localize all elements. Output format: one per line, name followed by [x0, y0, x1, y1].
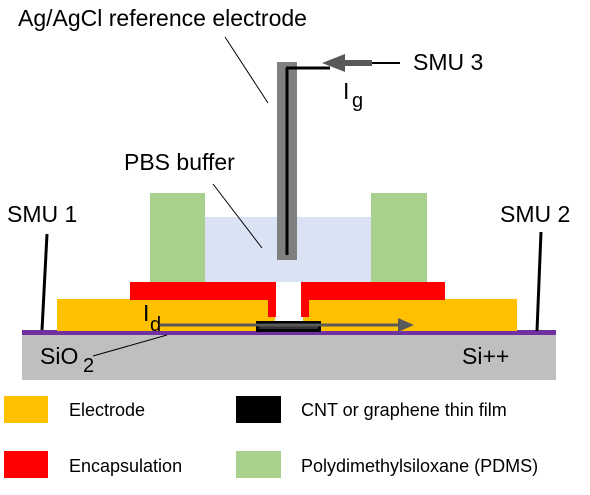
pbs-leader: [212, 183, 263, 249]
id-arrowhead: [398, 318, 414, 332]
legend-label-electrode: Electrode: [69, 400, 145, 420]
left-pdms: [150, 193, 205, 282]
legend-swatch-encapsulation: [4, 451, 48, 478]
sio2-subscript: 2: [83, 355, 94, 377]
ig-arrowhead: [322, 54, 345, 72]
ig-subscript: g: [352, 90, 363, 112]
id-subscript: d: [150, 314, 161, 336]
si-substrate-label: Si++: [462, 343, 509, 369]
ref-electrode-leader: [224, 36, 269, 104]
smu1-label: SMU 1: [7, 201, 77, 227]
smu3-label: SMU 3: [413, 49, 483, 75]
sio2-label: SiO: [40, 343, 78, 369]
smu1-probe: [40, 233, 49, 331]
left-encapsulation: [130, 282, 276, 300]
legend-label-film: CNT or graphene thin film: [301, 400, 507, 420]
sio2-leader: [92, 334, 168, 357]
right-encapsulation-drop: [301, 282, 309, 317]
legend: Electrode Encapsulation CNT or graphene …: [4, 396, 538, 478]
legend-swatch-electrode: [4, 396, 48, 423]
left-encapsulation-drop: [268, 282, 276, 317]
ig-label: I: [343, 78, 349, 104]
smu2-label: SMU 2: [500, 201, 570, 227]
smu2-probe: [535, 231, 543, 332]
sio2-layer: [22, 330, 556, 335]
legend-label-pdms: Polydimethylsiloxane (PDMS): [301, 456, 538, 476]
legend-swatch-pdms: [236, 451, 281, 478]
right-encapsulation: [301, 282, 445, 300]
id-label: I: [143, 300, 149, 326]
legend-label-encapsulation: Encapsulation: [69, 456, 182, 476]
reference-electrode-label: Ag/AgCl reference electrode: [18, 5, 307, 31]
si-substrate: [22, 334, 556, 380]
pbs-buffer-label: PBS buffer: [124, 149, 235, 175]
right-pdms: [371, 193, 427, 282]
legend-swatch-film: [236, 396, 281, 423]
